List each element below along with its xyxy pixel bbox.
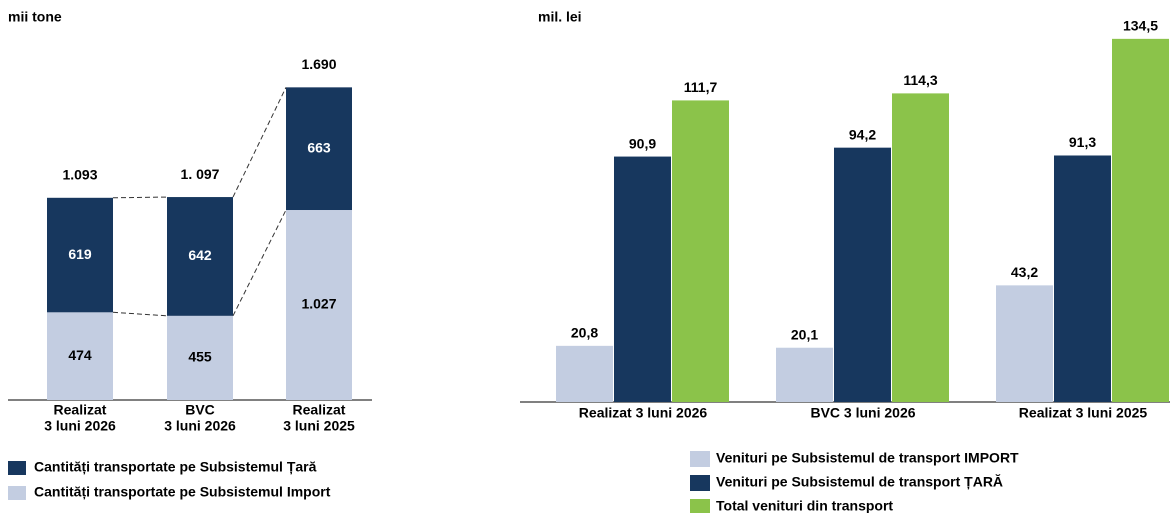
connector xyxy=(232,87,287,198)
x-tick-label: 3 luni 2026 xyxy=(44,418,116,434)
unit-label: mil. lei xyxy=(538,9,582,25)
value-label: 90,9 xyxy=(629,135,656,151)
bar-segment xyxy=(47,197,113,313)
x-tick-label: 3 luni 2025 xyxy=(283,418,355,434)
bar xyxy=(672,100,729,402)
x-tick-label: Realizat xyxy=(293,402,346,418)
bar xyxy=(1112,38,1169,402)
bar xyxy=(614,156,671,402)
bar xyxy=(776,347,833,402)
bar xyxy=(996,285,1053,402)
value-label: 134,5 xyxy=(1123,18,1158,34)
legend-label: Venituri pe Subsistemul de transport IMP… xyxy=(716,450,1019,466)
legend-label: Total venituri din transport xyxy=(716,498,893,513)
legend-swatch xyxy=(8,461,26,475)
value-label: 619 xyxy=(68,246,92,262)
unit-label: mii tone xyxy=(8,9,62,25)
bar xyxy=(556,345,613,402)
total-label: 1.690 xyxy=(301,56,336,72)
value-label: 111,7 xyxy=(684,79,718,95)
bar xyxy=(834,147,891,402)
bar-segment xyxy=(286,210,352,400)
value-label: 455 xyxy=(188,349,212,365)
connector xyxy=(232,209,287,317)
bar-segment xyxy=(167,315,233,400)
x-tick-label: 3 luni 2026 xyxy=(164,418,236,434)
total-label: 1.093 xyxy=(62,166,97,182)
legend-swatch xyxy=(690,499,710,513)
value-label: 474 xyxy=(68,347,92,363)
value-label: 91,3 xyxy=(1069,134,1096,150)
value-label: 43,2 xyxy=(1011,264,1038,280)
value-label: 663 xyxy=(307,139,331,155)
legend-label: Venituri pe Subsistemul de transport ȚAR… xyxy=(716,474,1003,490)
legend-swatch xyxy=(8,486,26,500)
value-label: 114,3 xyxy=(903,72,937,88)
bar xyxy=(1054,155,1111,402)
legend-swatch xyxy=(690,451,710,467)
value-label: 20,8 xyxy=(571,325,598,341)
total-label: 1. 097 xyxy=(181,166,220,182)
x-tick-label: Realizat 3 luni 2026 xyxy=(579,405,708,421)
connector xyxy=(112,196,168,199)
x-tick-label: Realizat 3 luni 2025 xyxy=(1019,405,1148,421)
x-tick-label: BVC 3 luni 2026 xyxy=(810,405,915,421)
connector xyxy=(112,311,168,317)
legend-label: Cantități transportate pe Subsistemul Im… xyxy=(34,484,331,500)
x-tick-label: Realizat xyxy=(54,402,107,418)
legend-label: Cantități transportate pe Subsistemul Ța… xyxy=(34,459,317,475)
value-label: 642 xyxy=(188,247,212,263)
legend-swatch xyxy=(690,475,710,491)
x-tick-label: BVC xyxy=(185,402,215,418)
bar-segment xyxy=(167,197,233,316)
bar xyxy=(892,93,949,402)
bar-segment xyxy=(286,87,352,211)
bar-segment xyxy=(47,312,113,400)
value-label: 20,1 xyxy=(791,326,818,342)
value-label: 1.027 xyxy=(301,296,336,312)
value-label: 94,2 xyxy=(849,126,876,142)
